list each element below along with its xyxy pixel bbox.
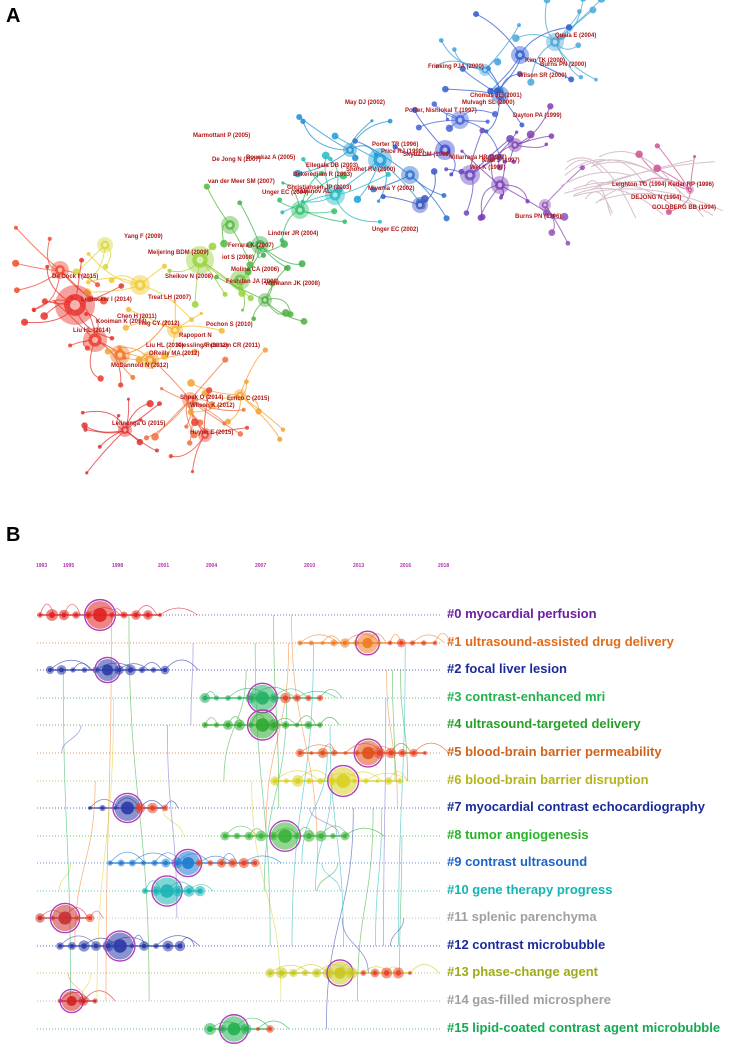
author-label: Meijering BDM (2009) [148,250,209,256]
author-label: Wilson SR (2000) [518,73,567,79]
author-label: Errico C (2015) [227,396,269,402]
author-label: Burns PN (1996) [515,214,561,220]
author-label: Kiessling F (2012) [177,343,228,349]
author-label: GOLDBERG BB (1994) [652,205,716,211]
author-label: Bekeredjian R (2003) [293,172,352,178]
author-label: Yang F (2009) [124,234,163,240]
author-label: Price RJ (1998) [381,149,424,155]
author-label: Kim TK (2000) [525,58,565,64]
cluster-label: #0 myocardial perfusion [447,606,597,621]
author-label: Kedar RP (1996) [668,182,714,188]
author-label: DEJONG N (1994) [631,195,681,201]
author-label: Marmottant P (2005) [193,133,250,139]
year-tick-label: 2004 [206,563,218,569]
cluster-label: #7 myocardial contrast echocardiography [447,799,705,814]
author-label: Treat LH (2007) [148,295,191,301]
cluster-label: #15 lipid-coated contrast agent microbub… [447,1020,721,1035]
panel-b-letter: B [6,524,21,546]
author-label: van der Meer SM (2007) [208,179,275,185]
author-label: Villarraga HR (1997) [450,155,507,161]
cluster-label: #10 gene therapy progress [447,882,613,897]
author-label: May DJ (2002) [345,100,385,106]
author-label: OReilly MA (2012) [149,351,199,357]
year-tick-label: 2007 [255,563,267,569]
author-label: Porter TR (1996) [372,142,418,148]
year-tick-label: 1995 [63,563,75,569]
year-tick-label: 2013 [353,563,365,569]
cluster-label: #11 splenic parenchyma [447,909,597,924]
year-tick-label: 1993 [36,563,48,569]
author-label: Chen H (2011) [117,314,157,320]
author-label: Unger EC (2004) [262,190,308,196]
year-tick-label: 2010 [304,563,316,569]
author-label: Ellegala DB (2003) [306,163,358,169]
network-author-labels: Quaia E (2004) Kim TK (2000)Burns PN (200… [52,33,716,436]
cluster-label: #6 blood-brain barrier disruption [447,772,649,787]
cluster-label: #8 tumor angiogenesis [447,827,589,842]
author-label: De Cock I (2015) [52,274,98,280]
year-tick-label: 2018 [438,563,450,569]
author-label: Anderson CR (2011) [203,343,260,349]
author-label: Ting CY (2012) [138,321,179,327]
author-label: Klibanov AL [296,189,331,195]
author-label: Ferrara K (2007) [228,243,274,249]
author-label: Dayton PA (1999) [513,113,562,119]
author-label: Porter, Nishiokal T (1997) [405,108,477,114]
author-label: De Jong N (2007) [212,157,261,163]
author-label: Kooiman K (2014) [96,319,147,325]
year-tick-label: 1998 [112,563,124,569]
cluster-label: #4 ultrasound-targeted delivery [447,716,641,731]
author-label: Pochon S (2010) [206,322,253,328]
author-label: Lelinenga G (2015) [112,421,165,427]
author-label: Skyba DM (1998) [403,152,451,158]
author-label: Bouakaz A (2005) [246,155,295,161]
cluster-label: #12 contrast microbubble [447,937,606,952]
panel-a-letter: A [6,5,21,27]
year-tick-label: 2016 [400,563,412,569]
author-label: Feshitan JA (2009) [226,279,279,285]
author-label: Rapoport N [179,333,212,339]
author-label: Wilson K (2012) [190,403,235,409]
network-nodes [12,0,697,475]
author-label: Lindner JR (2004) [268,231,318,237]
author-label: Chomas JE (2001) [470,93,522,99]
author-label: Shpak O (2014) [180,395,223,401]
author-label: Quaia E (2004) [555,33,596,39]
author-label: Sheikov N (2008) [165,274,213,280]
timeline-nodes [35,598,438,1044]
cluster-label: #13 phase-change agent [447,964,598,979]
year-tick-label: 2001 [158,563,170,569]
author-label: Frinking PJA (2000) [428,64,484,70]
author-label: Liu HL (2010) [146,343,184,349]
author-label: Miyama Y (2002) [368,186,414,192]
cluster-label: #2 focal liver lesion [447,661,567,676]
cluster-label: #14 gas-filled microsphere [447,992,612,1007]
cluster-label: #9 contrast ultrasound [447,854,588,869]
author-label: Lentacker I (2014) [81,297,132,303]
cluster-label: #1 ultrasound-assisted drug delivery [447,634,674,649]
author-label: Mulvagh SL (2000) [462,100,515,106]
author-label: iot S (2008) [222,255,254,261]
author-label: Molina CA (2006) [231,267,279,273]
author-label: Leighton TG (1994) [612,182,666,188]
author-label: Christiansen JP (2003) [287,185,351,191]
author-label: McDannold N (2012) [111,363,168,369]
author-label: Liu HL (2014) [73,328,111,334]
author-label: Kaul S (1997) [482,158,520,164]
author-label: Wei K (1997) [470,165,506,171]
cluster-label: #3 contrast-enhanced mri [447,689,606,704]
author-label: Burns PN (2000) [540,62,586,68]
author-label: Shohet RV (2000) [346,167,395,173]
author-label: Willmann JK (2008) [265,281,320,287]
cluster-label: #5 blood-brain barrier permeability [447,744,662,759]
author-label: Huynh E (2015) [190,430,233,436]
author-label: Unger EC (2002) [372,227,418,233]
network-links [15,0,724,474]
